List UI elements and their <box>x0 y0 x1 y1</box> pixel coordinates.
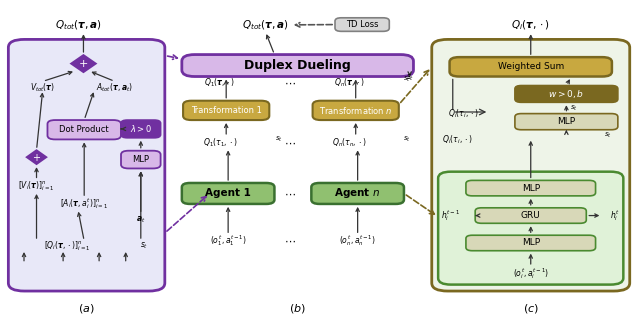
Text: $Q_1(\tau_1,\cdot)$: $Q_1(\tau_1,\cdot)$ <box>202 136 237 149</box>
Text: $s_t$: $s_t$ <box>403 75 410 84</box>
Text: Agent 1: Agent 1 <box>205 189 251 199</box>
FancyBboxPatch shape <box>438 172 623 284</box>
Text: $s_t$: $s_t$ <box>140 241 148 251</box>
Text: $[V_i(\boldsymbol{\tau})]_{i=1}^n$: $[V_i(\boldsymbol{\tau})]_{i=1}^n$ <box>18 179 55 193</box>
Text: Transformation 1: Transformation 1 <box>191 106 262 115</box>
Text: $Q_i(\tau_i, \cdot)$: $Q_i(\tau_i, \cdot)$ <box>442 133 472 146</box>
Text: $(o_1^t, a_1^{t-1})$: $(o_1^t, a_1^{t-1})$ <box>210 234 246 249</box>
FancyBboxPatch shape <box>183 101 269 120</box>
FancyBboxPatch shape <box>311 183 404 204</box>
Text: Transformation $n$: Transformation $n$ <box>319 105 392 116</box>
Text: $Q_i(\boldsymbol{\tau}, \cdot)$: $Q_i(\boldsymbol{\tau}, \cdot)$ <box>511 18 550 32</box>
Text: $+$: $+$ <box>32 152 41 163</box>
Text: $\cdots$: $\cdots$ <box>284 189 296 199</box>
Text: $w > 0, b$: $w > 0, b$ <box>548 88 584 100</box>
Text: Duplex Dueling: Duplex Dueling <box>244 59 351 72</box>
FancyBboxPatch shape <box>182 183 275 204</box>
FancyBboxPatch shape <box>182 54 413 76</box>
Text: TD Loss: TD Loss <box>346 20 378 29</box>
Text: Dot Product: Dot Product <box>60 125 109 134</box>
Text: $\cdots$: $\cdots$ <box>284 138 296 148</box>
FancyBboxPatch shape <box>312 101 399 120</box>
FancyBboxPatch shape <box>121 120 161 138</box>
Text: $s_t$: $s_t$ <box>406 73 414 83</box>
Text: $Q_n(\tau_n,\cdot)$: $Q_n(\tau_n,\cdot)$ <box>332 136 367 149</box>
Text: $Q_{tot}(\boldsymbol{\tau}, \boldsymbol{a})$: $Q_{tot}(\boldsymbol{\tau}, \boldsymbol{… <box>56 18 102 32</box>
Text: $s_t$: $s_t$ <box>275 135 283 144</box>
Text: Agent $n$: Agent $n$ <box>335 186 381 201</box>
Text: $\cdots$: $\cdots$ <box>284 78 296 88</box>
FancyBboxPatch shape <box>449 57 612 76</box>
Text: $(c)$: $(c)$ <box>523 302 539 315</box>
FancyBboxPatch shape <box>432 40 630 291</box>
Text: $h_i^{t-1}$: $h_i^{t-1}$ <box>442 208 460 223</box>
Text: $\boldsymbol{a}_t$: $\boldsymbol{a}_t$ <box>136 215 145 225</box>
Text: $s_t$: $s_t$ <box>604 131 612 140</box>
Text: MLP: MLP <box>522 238 540 248</box>
Text: $s_t$: $s_t$ <box>570 104 578 113</box>
FancyBboxPatch shape <box>515 114 618 130</box>
Text: $\lambda > 0$: $\lambda > 0$ <box>130 123 152 134</box>
Text: $Q_n(\boldsymbol{\tau},\cdot)$: $Q_n(\boldsymbol{\tau},\cdot)$ <box>333 77 365 89</box>
Text: $(o_i^t, a_i^{t-1})$: $(o_i^t, a_i^{t-1})$ <box>513 266 548 281</box>
FancyBboxPatch shape <box>335 18 389 31</box>
Text: $Q_i(\tau_i, \cdot)$: $Q_i(\tau_i, \cdot)$ <box>447 107 478 120</box>
Text: Weighted Sum: Weighted Sum <box>498 62 564 71</box>
Text: $[Q_i(\boldsymbol{\tau}, \cdot)]_{i=1}^n$: $[Q_i(\boldsymbol{\tau}, \cdot)]_{i=1}^n… <box>44 239 92 253</box>
FancyBboxPatch shape <box>475 208 586 223</box>
FancyBboxPatch shape <box>8 40 165 291</box>
Text: $(a)$: $(a)$ <box>78 302 95 315</box>
Text: $(b)$: $(b)$ <box>289 302 306 315</box>
Text: $\cdots$: $\cdots$ <box>284 236 296 246</box>
Text: $Q_1(\boldsymbol{\tau},\cdot)$: $Q_1(\boldsymbol{\tau},\cdot)$ <box>204 77 236 89</box>
Text: $+$: $+$ <box>78 58 88 69</box>
Text: $A_{tot}(\boldsymbol{\tau}, \boldsymbol{a}_t)$: $A_{tot}(\boldsymbol{\tau}, \boldsymbol{… <box>96 82 133 94</box>
Text: MLP: MLP <box>522 184 540 193</box>
FancyBboxPatch shape <box>515 86 618 102</box>
Polygon shape <box>27 150 46 164</box>
FancyBboxPatch shape <box>121 151 161 168</box>
Text: $s_t$: $s_t$ <box>403 135 410 144</box>
Text: $Q_{tot}(\boldsymbol{\tau}, \boldsymbol{a})$: $Q_{tot}(\boldsymbol{\tau}, \boldsymbol{… <box>242 18 289 32</box>
Text: $V_{tot}(\boldsymbol{\tau})$: $V_{tot}(\boldsymbol{\tau})$ <box>30 82 55 94</box>
FancyBboxPatch shape <box>466 235 596 251</box>
Text: MLP: MLP <box>557 117 575 126</box>
Text: $[A_i(\boldsymbol{\tau}, a_i^t)]_{i=1}^n$: $[A_i(\boldsymbol{\tau}, a_i^t)]_{i=1}^n… <box>60 196 108 211</box>
Text: $(o_n^t, a_n^{t-1})$: $(o_n^t, a_n^{t-1})$ <box>339 234 376 249</box>
FancyBboxPatch shape <box>47 120 121 139</box>
Text: $h_i^t$: $h_i^t$ <box>611 208 620 223</box>
Text: GRU: GRU <box>521 211 541 220</box>
FancyBboxPatch shape <box>466 180 596 196</box>
Polygon shape <box>71 55 95 72</box>
Text: MLP: MLP <box>132 155 149 164</box>
